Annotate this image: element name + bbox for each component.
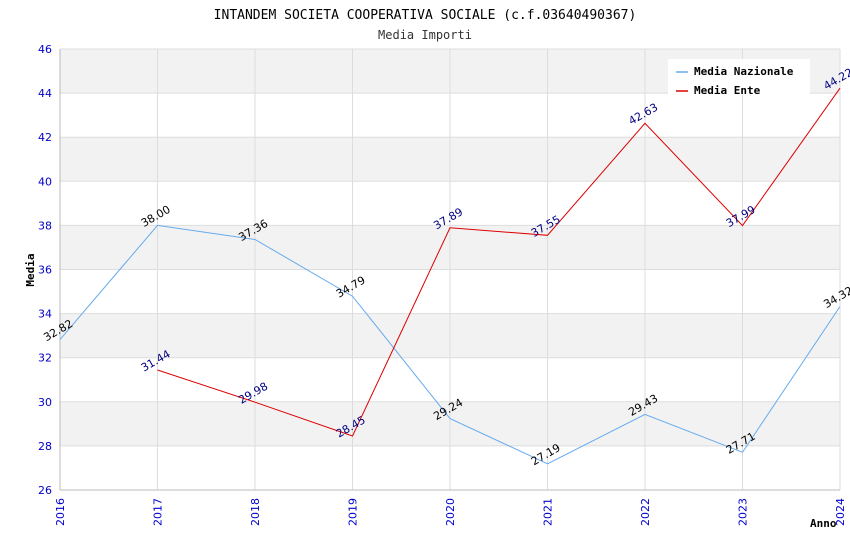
x-tick-label: 2024 bbox=[834, 498, 847, 526]
legend-box bbox=[668, 59, 810, 95]
series-line-1 bbox=[157, 87, 841, 437]
y-tick-label: 32 bbox=[38, 352, 52, 365]
x-tick-label: 2017 bbox=[152, 498, 165, 526]
x-tick-label: 2022 bbox=[639, 498, 652, 526]
y-axis-label: Media bbox=[24, 253, 37, 286]
y-tick-label: 30 bbox=[38, 396, 52, 409]
series-line-0 bbox=[59, 224, 841, 465]
y-tick-label: 34 bbox=[38, 308, 52, 321]
chart-title: INTANDEM SOCIETA COOPERATIVA SOCIALE (c.… bbox=[214, 8, 637, 23]
series-group bbox=[59, 87, 841, 465]
y-tick-label: 46 bbox=[38, 43, 52, 56]
x-tick-label: 2023 bbox=[737, 498, 750, 526]
legend-label-media-ente: Media Ente bbox=[694, 84, 761, 97]
x-tick-label: 2018 bbox=[249, 498, 262, 526]
y-tick-label: 26 bbox=[38, 484, 52, 497]
y-tick-label: 42 bbox=[38, 131, 52, 144]
y-tick-label: 40 bbox=[38, 175, 52, 188]
chart-subtitle: Media Importi bbox=[378, 28, 472, 42]
legend: Media Nazionale Media Ente bbox=[668, 59, 810, 97]
x-tick-label: 2016 bbox=[54, 498, 67, 526]
y-tick-label: 44 bbox=[38, 87, 52, 100]
x-axis-label: Anno bbox=[810, 517, 837, 530]
y-tick-label: 38 bbox=[38, 219, 52, 232]
axes: 26 28 30 32 34 36 38 40 42 44 46 2016 2017 2018 2019 20… bbox=[38, 43, 847, 526]
y-tick-label: 36 bbox=[38, 264, 52, 277]
x-tick-label: 2020 bbox=[444, 498, 457, 526]
y-tick-label: 28 bbox=[38, 440, 52, 453]
x-tick-label: 2021 bbox=[542, 498, 555, 526]
x-tick-label: 2019 bbox=[347, 498, 360, 526]
legend-label-media-nazionale: Media Nazionale bbox=[694, 65, 794, 78]
